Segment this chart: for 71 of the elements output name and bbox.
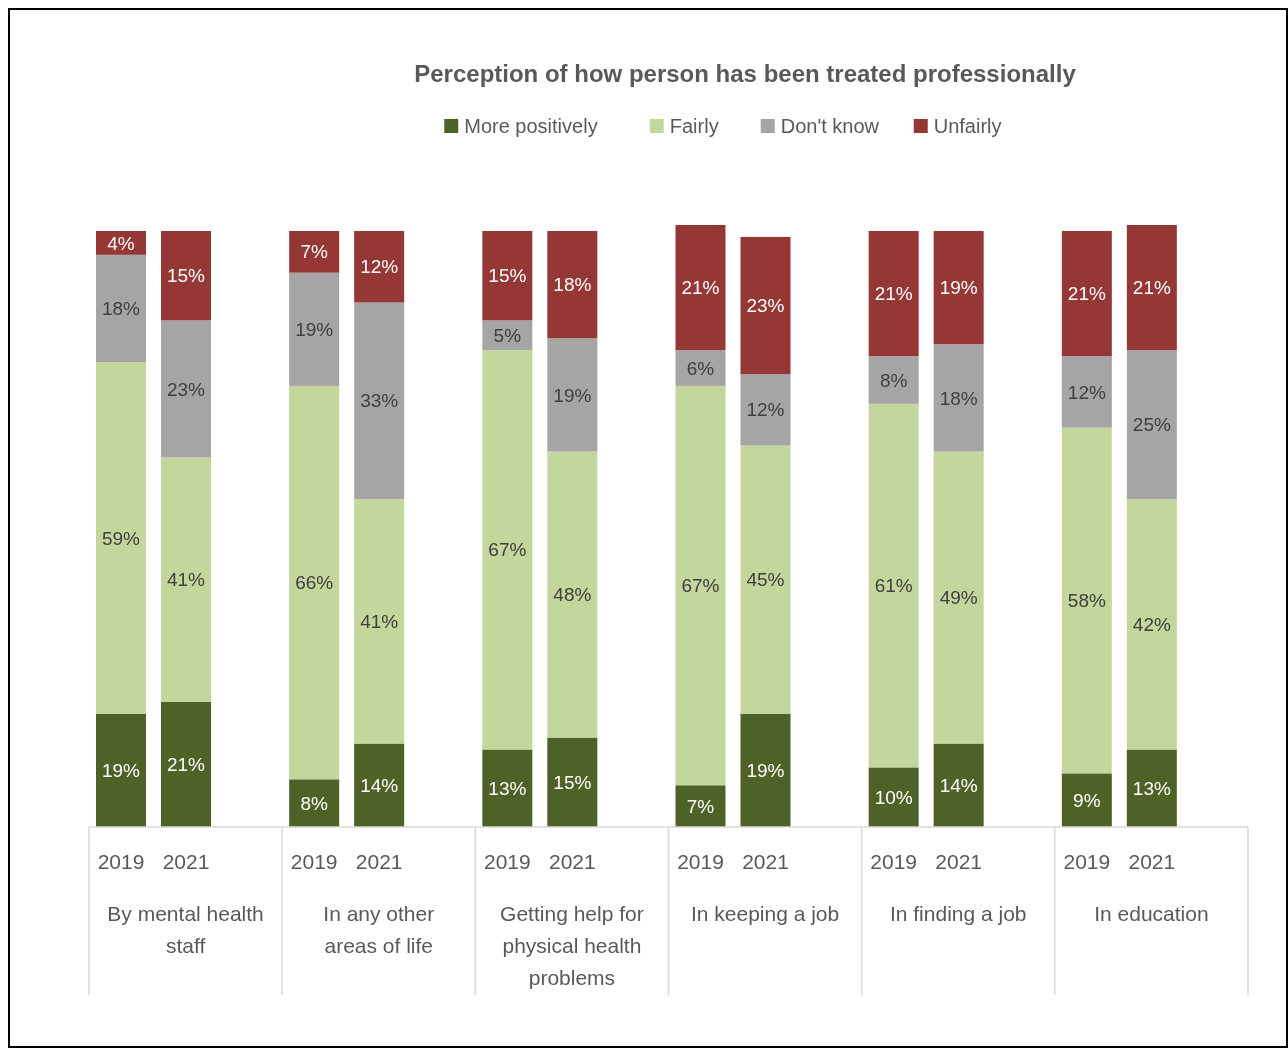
data-label: 58% (1067, 590, 1106, 612)
x-tick-label: 2021 (742, 850, 789, 874)
data-label: 13% (488, 777, 527, 799)
data-label: 23% (166, 378, 206, 400)
data-label: 21% (1067, 283, 1106, 305)
data-label: 21% (166, 754, 206, 776)
x-tick-label: 2019 (870, 850, 918, 874)
x-tick-label: 2021 (935, 850, 983, 874)
data-label: 12% (746, 399, 785, 421)
legend-label: Don't know (780, 115, 880, 137)
text: In finding a job (889, 902, 1027, 926)
text: By mental health staff (107, 902, 264, 958)
data-label: 12% (360, 256, 399, 278)
x-tick-label: 2019 (677, 850, 724, 874)
text: Getting help for physical health problems (500, 902, 644, 990)
text: In any other areas of life (323, 902, 435, 958)
data-label: 19% (101, 760, 141, 782)
data-label: 49% (939, 587, 978, 609)
data-label: 21% (1132, 277, 1171, 299)
data-label: 8% (300, 792, 328, 814)
data-label: 12% (1067, 381, 1106, 403)
data-label: 61% (874, 575, 913, 597)
data-label: 67% (488, 539, 527, 561)
legend-label: More positively (464, 115, 598, 137)
data-label: 18% (553, 274, 592, 296)
data-label: 6% (686, 357, 715, 379)
data-label: 7% (686, 795, 715, 817)
x-tick-label: 2021 (355, 850, 403, 874)
legend-label: Fairly (669, 115, 719, 137)
data-label: 18% (939, 387, 978, 409)
data-label: 15% (553, 771, 592, 793)
data-label: 41% (360, 611, 399, 633)
data-label: 41% (166, 569, 206, 591)
data-label: 19% (746, 760, 785, 782)
data-label: 5% (493, 324, 522, 346)
data-label: 42% (1132, 614, 1171, 635)
data-label: 67% (681, 575, 720, 597)
data-label: 19% (295, 318, 334, 340)
text: In education (1094, 902, 1209, 926)
x-tick-label: 2021 (162, 850, 210, 874)
chart-title: Perception of how person has been treated professionally (414, 60, 1077, 88)
data-label: 9% (1073, 789, 1101, 811)
data-label: 48% (553, 584, 592, 606)
data-label: 14% (360, 774, 399, 796)
data-label: 15% (166, 265, 206, 287)
x-tick-label: 2021 (1128, 850, 1176, 874)
data-label: 10% (874, 786, 913, 808)
data-label: 8% (879, 369, 908, 391)
data-label: 21% (681, 277, 720, 299)
data-label: 15% (488, 265, 527, 287)
x-tick-label: 2019 (1063, 850, 1111, 874)
legend-label: Unfairly (933, 115, 1002, 137)
data-label: 19% (939, 277, 978, 299)
data-label: 59% (101, 527, 141, 549)
data-label: 13% (1132, 777, 1171, 799)
data-label: 23% (746, 295, 785, 317)
data-label: 66% (295, 572, 334, 594)
x-tick-label: 2019 (483, 850, 531, 874)
data-label: 18% (101, 298, 141, 320)
data-label: 7% (300, 241, 328, 263)
data-label: 25% (1132, 414, 1171, 436)
data-label: 4% (107, 232, 135, 254)
x-tick-label: 2019 (290, 850, 338, 874)
data-label: 33% (360, 390, 399, 412)
data-label: 14% (939, 774, 978, 796)
data-label: 19% (553, 384, 592, 406)
x-tick-label: 2021 (548, 850, 596, 874)
x-tick-label: 2019 (97, 850, 145, 874)
text: In keeping a job (690, 902, 840, 926)
data-label: 21% (874, 283, 913, 305)
data-label: 45% (746, 569, 785, 591)
